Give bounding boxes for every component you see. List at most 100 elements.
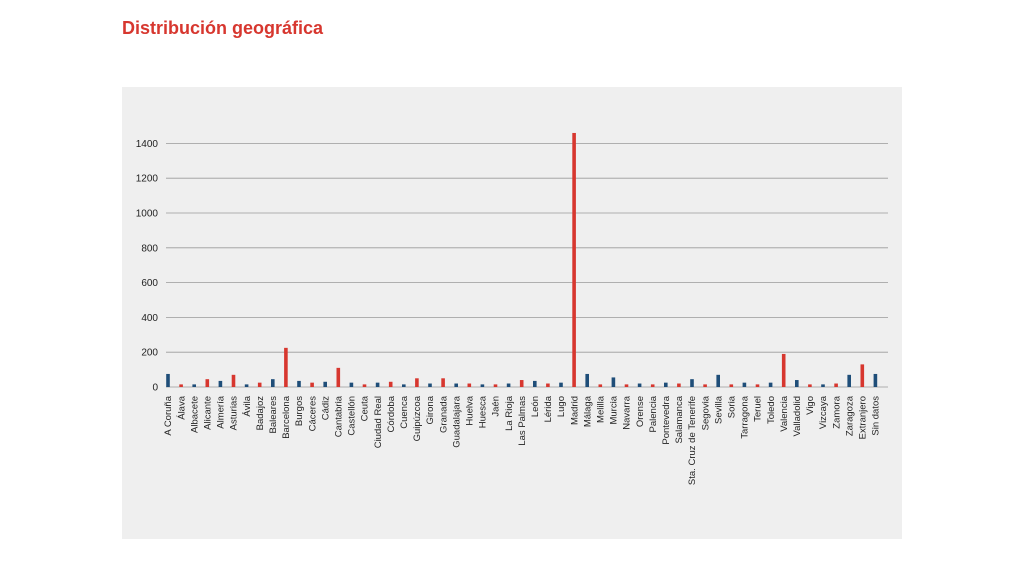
bar-ávila — [244, 384, 249, 387]
x-category-label: Álava — [176, 395, 187, 419]
y-tick-label: 600 — [141, 278, 158, 289]
x-category-label: Castellón — [347, 396, 358, 436]
y-tick-label: 1000 — [136, 209, 159, 220]
x-category-label: Córdoba — [386, 395, 397, 432]
bar-cáceres — [310, 382, 314, 387]
x-category-label: Vigo — [805, 396, 816, 415]
x-category-label: León — [530, 396, 541, 417]
bar-lugo — [559, 382, 563, 387]
bar-lérida — [546, 383, 550, 387]
x-category-label: Asturias — [229, 396, 240, 431]
bar-badajoz — [257, 382, 262, 387]
x-category-label: Barcelona — [281, 395, 292, 438]
bar-madrid — [572, 132, 576, 387]
bar-sin-datos — [873, 373, 878, 387]
x-category-label: Pontevedra — [661, 395, 672, 444]
x-category-label: Lérida — [543, 395, 554, 422]
x-category-label: A Coruña — [163, 395, 174, 435]
bar-cantabria — [336, 367, 341, 387]
x-category-label: Palencia — [648, 395, 659, 432]
bar-toledo — [768, 382, 773, 387]
x-category-label: Málaga — [582, 395, 593, 427]
bar-jaén — [493, 384, 498, 387]
bar-sevilla — [716, 374, 720, 387]
x-category-label: Toledo — [766, 396, 777, 424]
x-category-label: Vizcaya — [818, 395, 829, 429]
bar-salamanca — [677, 383, 681, 387]
bars — [166, 132, 878, 387]
bar-córdoba — [388, 381, 393, 387]
x-category-label: Guadalajara — [451, 395, 462, 447]
bar-guipúzcoa — [415, 378, 419, 387]
bar-león — [533, 380, 537, 387]
bar-murcia — [611, 377, 616, 387]
bar-palencia — [650, 384, 655, 387]
x-category-label: La Rioja — [504, 395, 515, 431]
bar-las-palmas — [519, 380, 524, 387]
y-axis-ticks: 0 200 400 600 800 1000 1200 1400 — [136, 139, 159, 394]
bar-melilla — [598, 384, 603, 387]
bar-tarragona — [742, 382, 747, 387]
bar-málaga — [585, 373, 589, 387]
x-category-label: Guipúzcoa — [412, 395, 423, 441]
y-tick-label: 200 — [141, 348, 158, 359]
bar-vigo — [808, 384, 812, 387]
x-category-label: Valencia — [779, 395, 790, 431]
bar-sta-cruz-de-tenerife — [690, 379, 694, 387]
x-category-label: Murcia — [609, 395, 620, 424]
x-category-label: Teruel — [753, 396, 764, 422]
x-category-label: Sin datos — [871, 396, 882, 436]
bar-ciudad-real — [375, 382, 380, 387]
bar-segovia — [703, 384, 707, 387]
bar-huesca — [480, 384, 485, 387]
bar-huelva — [467, 383, 472, 387]
y-tick-label: 400 — [141, 313, 158, 324]
bar-guadalajara — [454, 383, 458, 387]
x-category-label: Almería — [216, 395, 227, 428]
x-category-label: Navarra — [622, 395, 633, 430]
bar-zaragoza — [847, 374, 851, 387]
bar-la-rioja — [506, 383, 511, 387]
x-category-label: Cantabria — [334, 395, 345, 437]
x-category-label: Orense — [635, 396, 646, 427]
x-category-label: Girona — [425, 395, 436, 424]
x-category-label: Sta. Cruz de Tenerife — [687, 396, 698, 485]
bar-extranjero — [860, 364, 865, 387]
bar-ceuta — [362, 384, 367, 387]
bar-baleares — [271, 379, 275, 387]
x-category-label: Huelva — [465, 395, 476, 425]
bar-albacete — [192, 384, 196, 387]
bar-girona — [428, 383, 432, 387]
bar-pontevedra — [664, 382, 668, 387]
bar-soria — [729, 384, 734, 387]
bar-almería — [218, 380, 223, 387]
x-category-label: Soria — [727, 395, 738, 418]
bar-navarra — [624, 384, 629, 387]
x-category-label: Tarragona — [740, 395, 751, 438]
page-title: Distribución geográfica — [122, 18, 324, 38]
bar-teruel — [755, 384, 760, 387]
bar-valladolid — [795, 380, 799, 387]
x-category-label: Sevilla — [713, 395, 724, 424]
x-category-label: Jaén — [491, 396, 502, 417]
x-category-label: Albacete — [189, 396, 200, 433]
x-category-label: Ciudad Real — [373, 396, 384, 448]
x-category-label: Zaragoza — [844, 395, 855, 436]
x-axis-labels: A Coruña Álava Albacete Alicante Almería Astu… — [163, 395, 881, 485]
x-category-label: Alicante — [203, 396, 214, 430]
bar-a-coruña — [166, 373, 170, 387]
x-category-label: Cáceres — [307, 396, 318, 432]
x-category-label: Segovia — [700, 395, 711, 430]
bar-granada — [441, 378, 445, 387]
x-category-label: Badajoz — [255, 396, 266, 431]
x-category-label: Salamanca — [674, 395, 685, 443]
x-category-label: Lugo — [556, 396, 567, 417]
bar-asturias — [231, 374, 236, 387]
x-category-label: Valladolid — [792, 396, 803, 437]
gridlines — [166, 143, 888, 388]
x-category-label: Burgos — [294, 396, 305, 426]
bar-barcelona — [284, 347, 288, 387]
x-category-label: Madrid — [569, 396, 580, 425]
x-category-label: Las Palmas — [517, 396, 528, 446]
